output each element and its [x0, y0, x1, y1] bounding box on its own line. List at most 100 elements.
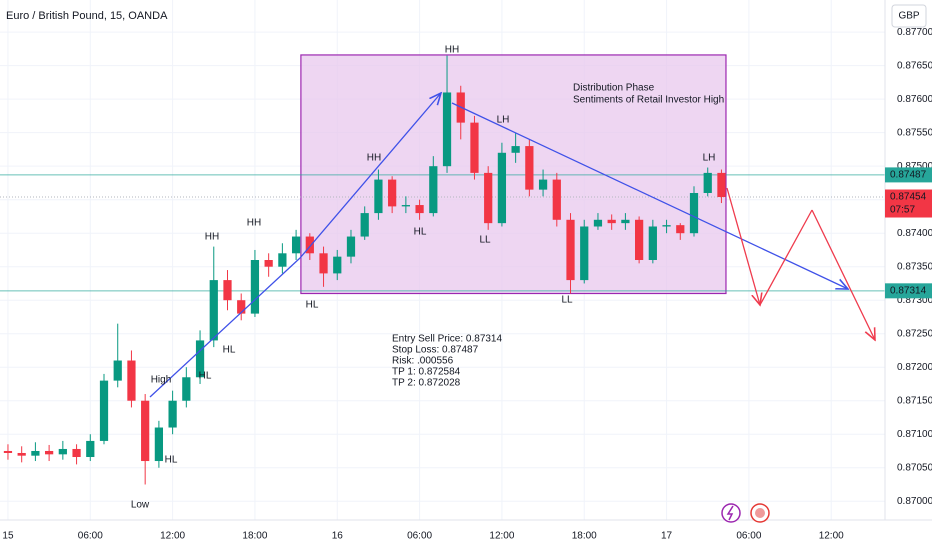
- news-icon-glyph: [755, 508, 765, 518]
- x-tick-label: 15: [2, 531, 14, 542]
- wave-label: HH: [205, 232, 219, 243]
- price-badge: [885, 167, 932, 183]
- price-countdown: 07:57: [890, 205, 915, 216]
- candle-body: [717, 172, 726, 198]
- candle-body: [3, 450, 13, 453]
- candle-body: [525, 146, 534, 190]
- candle-body: [662, 225, 671, 227]
- x-tick-label: 16: [332, 531, 344, 542]
- candle-body: [360, 213, 369, 237]
- candle-body: [86, 440, 95, 458]
- candle-body: [223, 280, 232, 301]
- distribution-box: [300, 54, 727, 295]
- candle-body: [45, 450, 54, 455]
- candle-body: [484, 172, 493, 224]
- wave-label: HL: [199, 371, 212, 382]
- candle-body: [319, 253, 328, 274]
- wave-label: High: [151, 375, 172, 386]
- wave-label: HL: [165, 455, 178, 466]
- candle-body: [346, 236, 356, 257]
- wave-label: HH: [445, 45, 459, 56]
- candle-body: [703, 172, 712, 193]
- candle-body: [182, 377, 191, 401]
- wave-label: LH: [703, 153, 716, 164]
- x-tick-label: 18:00: [242, 531, 267, 542]
- candle-body: [621, 219, 630, 224]
- candle-body: [31, 450, 40, 456]
- wave-label: HL: [223, 345, 236, 356]
- box-note: Distribution Phase: [573, 83, 655, 94]
- candle-body: [113, 360, 122, 381]
- trade-note: Entry Sell Price: 0.87314: [392, 334, 502, 345]
- price-badge: [885, 283, 932, 299]
- trade-note: TP 2: 0.872028: [392, 378, 461, 389]
- x-tick-label: 18:00: [572, 531, 597, 542]
- y-tick-label: 0.87500: [897, 161, 932, 172]
- wave-label: HH: [367, 153, 381, 164]
- candle-body: [566, 219, 575, 281]
- drawing-line: [149, 257, 301, 398]
- trade-note: Risk: .000556: [392, 356, 454, 367]
- candle-body: [333, 256, 342, 274]
- trade-note: Stop Loss: 0.87487: [392, 345, 479, 356]
- candle-body: [676, 225, 685, 234]
- price-badge-label: 0.87314: [890, 285, 927, 296]
- x-tick-label: 06:00: [736, 531, 761, 542]
- candle-body: [580, 226, 589, 281]
- candle-body: [154, 427, 164, 462]
- y-tick-label: 0.87000: [897, 496, 932, 507]
- wave-label: LL: [479, 235, 491, 246]
- candle-body: [635, 219, 644, 260]
- candle-body: [99, 380, 109, 441]
- drawing-line: [726, 187, 760, 305]
- currency-box[interactable]: [891, 4, 927, 28]
- y-tick-label: 0.87350: [897, 261, 932, 272]
- drawing-line: [451, 102, 848, 289]
- wave-label: LL: [561, 295, 573, 306]
- y-tick-label: 0.87050: [897, 462, 932, 473]
- x-tick-label: 06:00: [407, 531, 432, 542]
- candle-body: [58, 448, 67, 455]
- candle-body: [17, 452, 26, 456]
- candle-body: [374, 179, 383, 214]
- candle-body: [648, 226, 657, 260]
- wave-label: HL: [414, 227, 427, 238]
- price-badge-label: 0.87487: [890, 170, 927, 181]
- x-tick-label: 17: [661, 531, 673, 542]
- x-tick-label: 06:00: [78, 531, 103, 542]
- candle-body: [209, 280, 218, 341]
- chart-title: Euro / British Pound, 15, OANDA: [6, 10, 168, 22]
- y-tick-label: 0.87250: [897, 328, 932, 339]
- price-badge-label: 0.87454: [890, 192, 927, 203]
- currency: GBP: [898, 11, 919, 22]
- candle-body: [291, 236, 301, 254]
- event-icon[interactable]: [721, 503, 741, 523]
- candle-body: [607, 219, 616, 224]
- y-tick-label: 0.87200: [897, 362, 932, 373]
- candle-body: [593, 219, 603, 227]
- candle-body: [264, 260, 273, 267]
- y-tick-label: 0.87650: [897, 60, 932, 71]
- candle-body: [497, 152, 507, 224]
- x-tick-label: 12:00: [819, 531, 844, 542]
- candle-body: [195, 340, 205, 378]
- y-tick-label: 0.87300: [897, 295, 932, 306]
- candle-body: [278, 253, 287, 267]
- candle-body: [127, 360, 136, 401]
- event-icon-glyph: [726, 505, 734, 521]
- candle-body: [442, 92, 452, 167]
- y-tick-label: 0.87400: [897, 228, 932, 239]
- trade-note: TP 1: 0.872584: [392, 367, 461, 378]
- candle-body: [141, 400, 150, 462]
- candle-body: [168, 400, 177, 428]
- drawing-line: [299, 93, 441, 259]
- candle-body: [72, 448, 81, 458]
- candle-body: [552, 179, 561, 220]
- candle-body: [237, 300, 246, 314]
- y-tick-label: 0.87600: [897, 94, 932, 105]
- candle-body: [429, 166, 438, 214]
- drawing-line: [759, 209, 813, 306]
- wave-label: Low: [131, 500, 150, 511]
- wave-label: HH: [247, 218, 261, 229]
- candle-body: [415, 205, 424, 214]
